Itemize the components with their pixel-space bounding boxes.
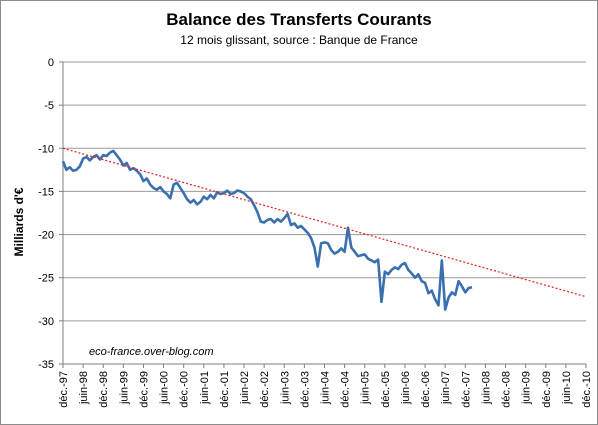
- x-tick-label: déc.-01: [219, 371, 231, 408]
- x-tick-label: déc.-02: [259, 371, 271, 408]
- x-tick-label: juin-03: [279, 371, 291, 405]
- source-annotation: eco-france.over-blog.com: [89, 346, 214, 358]
- y-tick-label: -20: [38, 230, 54, 242]
- x-tick-label: déc.-07: [460, 371, 472, 408]
- x-tick-label: juin-07: [440, 371, 452, 405]
- x-tick-label: déc.-98: [98, 371, 110, 408]
- y-tick-label: -5: [44, 100, 54, 112]
- x-tick-label: juin-06: [400, 371, 412, 405]
- y-tick-label: 0: [48, 57, 54, 69]
- series-layer: [61, 147, 587, 311]
- trend-line: [62, 147, 587, 298]
- y-tick-label: -25: [38, 273, 54, 285]
- y-tick-label: -30: [38, 316, 54, 328]
- y-tick-label: -15: [38, 186, 54, 198]
- x-tick-label: juin-10: [561, 371, 573, 405]
- chart-title: Balance des Transferts Courants: [166, 10, 432, 29]
- x-tick-label: déc.-05: [380, 371, 392, 408]
- x-tick-label: juin-02: [239, 371, 251, 405]
- x-tick-label: juin-08: [480, 371, 492, 405]
- chart-subtitle: 12 mois glissant, source : Banque de Fra…: [180, 33, 418, 47]
- x-tick-label: juin-99: [118, 371, 130, 405]
- x-tick-label: juin-01: [199, 371, 211, 405]
- y-tick-label: -35: [38, 359, 54, 371]
- axes: [59, 61, 587, 368]
- x-tick-label: juin-00: [159, 371, 171, 405]
- series-line: [61, 149, 473, 311]
- x-tick-label: déc.-10: [581, 371, 593, 408]
- x-tick-label: juin-09: [521, 371, 533, 405]
- x-tick-labels: déc.-97 juin-98 déc.-98 juin-99 déc.-99 juin-…: [58, 371, 593, 408]
- grid-lines: [63, 61, 586, 365]
- x-tick-label: juin-04: [320, 371, 332, 405]
- y-tick-labels: 0 -5 -10 -15 -20 -25 -30 -35: [38, 57, 54, 371]
- x-tick-label: déc.-97: [58, 371, 70, 408]
- x-tick-label: déc.-08: [501, 371, 513, 408]
- y-axis-label: Milliards d'€: [12, 187, 26, 256]
- x-tick-label: juin-98: [78, 371, 90, 405]
- x-tick-label: déc.-03: [299, 371, 311, 408]
- x-tick-label: déc.-04: [340, 371, 352, 408]
- x-tick-label: déc.-09: [541, 371, 553, 408]
- x-tick-label: juin-05: [360, 371, 372, 405]
- x-tick-label: déc.-00: [179, 371, 191, 408]
- x-tick-label: déc.-06: [420, 371, 432, 408]
- x-tick-label: déc.-99: [138, 371, 150, 408]
- y-tick-label: -10: [38, 143, 54, 155]
